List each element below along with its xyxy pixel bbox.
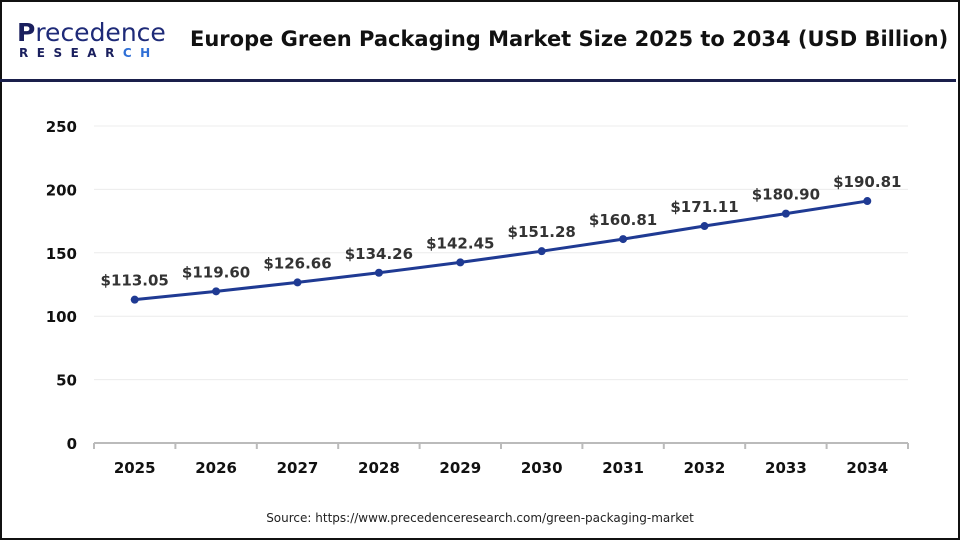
data-point (619, 235, 628, 244)
data-label: $142.45 (426, 234, 494, 252)
data-label: $134.26 (345, 245, 413, 263)
x-tick-label: 2032 (684, 459, 726, 477)
data-label: $119.60 (182, 263, 250, 281)
data-point (212, 287, 221, 296)
header: Precedence RESEARCH Europe Green Packagi… (0, 0, 956, 82)
data-point (863, 197, 872, 206)
data-label: $126.66 (263, 254, 331, 272)
data-point (130, 295, 139, 304)
x-tick-label: 2033 (765, 459, 807, 477)
x-tick-label: 2027 (277, 459, 319, 477)
data-point (374, 268, 383, 277)
x-tick-label: 2026 (195, 459, 237, 477)
y-tick-label: 100 (46, 308, 77, 326)
y-tick-label: 200 (46, 181, 77, 199)
data-label: $190.81 (833, 173, 901, 191)
y-tick-label: 0 (67, 435, 77, 453)
y-tick-label: 250 (46, 118, 77, 136)
data-label: $171.11 (670, 198, 738, 216)
x-tick-label: 2029 (439, 459, 481, 477)
data-point (293, 278, 302, 287)
x-tick-label: 2025 (114, 459, 156, 477)
data-label: $151.28 (508, 223, 576, 241)
source-text: Source: https://www.precedenceresearch.c… (266, 511, 694, 525)
chart-title: Europe Green Packaging Market Size 2025 … (190, 27, 949, 51)
y-tick-label: 50 (56, 372, 77, 390)
x-tick-label: 2030 (521, 459, 563, 477)
data-label: $113.05 (101, 272, 169, 290)
series-line (134, 199, 868, 302)
data-point (781, 209, 790, 218)
precedence-research-logo: Precedence RESEARCH (17, 18, 166, 61)
y-tick-label: 150 (46, 245, 77, 263)
data-point (700, 222, 709, 231)
data-point (537, 247, 546, 256)
x-tick-label: 2028 (358, 459, 400, 477)
data-point (456, 258, 465, 267)
data-label: $180.90 (752, 186, 820, 204)
x-tick-label: 2031 (602, 459, 644, 477)
data-label: $160.81 (589, 211, 657, 229)
x-tick-label: 2034 (846, 459, 888, 477)
